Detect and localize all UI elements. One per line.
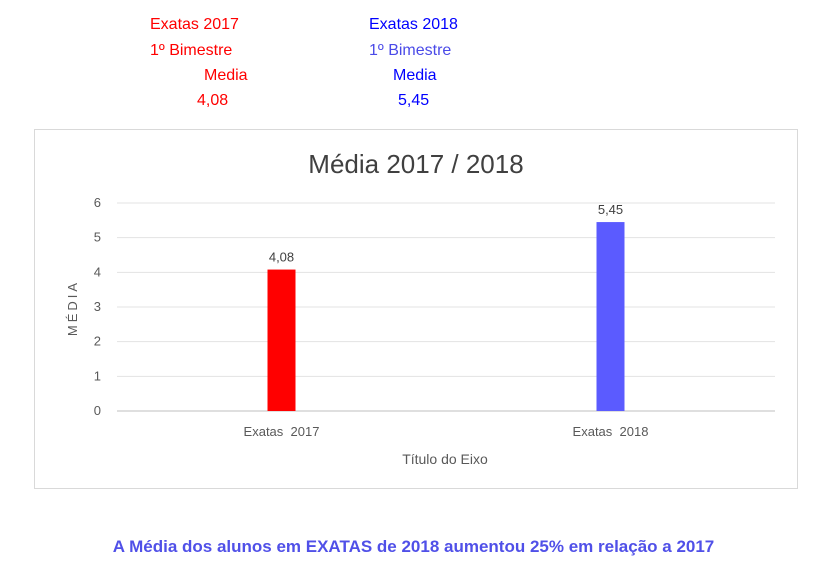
- x-axis-title: Título do Eixo: [402, 451, 488, 467]
- header-left-line4: 4,08: [197, 92, 229, 109]
- header-right-line3: Media: [393, 67, 437, 84]
- chart-title: Média 2017 / 2018: [308, 149, 523, 179]
- data-label-2: 5,45: [598, 202, 623, 217]
- bar-2: [596, 222, 625, 411]
- y-tick-label-1: 1: [94, 368, 101, 383]
- summary-note: A Média dos alunos em EXATAS de 2018 aum…: [112, 537, 715, 556]
- y-tick-label-2: 2: [94, 334, 101, 349]
- y-tick-label-6: 6: [94, 195, 101, 210]
- y-tick-label-4: 4: [94, 264, 101, 279]
- header-right-line1: Exatas 2018: [369, 16, 458, 33]
- header-left-line1: Exatas 2017: [150, 16, 239, 33]
- y-tick-label-5: 5: [94, 230, 101, 245]
- header-left-line3: Media: [204, 67, 248, 84]
- y-tick-label-0: 0: [94, 403, 101, 418]
- header-right-line2: 1º Bimestre: [369, 42, 452, 59]
- bar-chart: Média 2017 / 2018 MÉDIA Título do Eixo 0…: [65, 149, 775, 467]
- data-label-1: 4,08: [269, 250, 294, 265]
- y-axis-title: MÉDIA: [65, 280, 80, 336]
- x-tick-label-2: Exatas 2018: [573, 424, 649, 439]
- header-left-line2: 1º Bimestre: [150, 42, 233, 59]
- x-tick-label-1: Exatas 2017: [244, 424, 320, 439]
- chart-container: Média 2017 / 2018 MÉDIA Título do Eixo 0…: [34, 129, 798, 489]
- header-right-line4: 5,45: [398, 92, 430, 109]
- y-tick-label-3: 3: [94, 299, 101, 314]
- bar-1: [267, 269, 296, 411]
